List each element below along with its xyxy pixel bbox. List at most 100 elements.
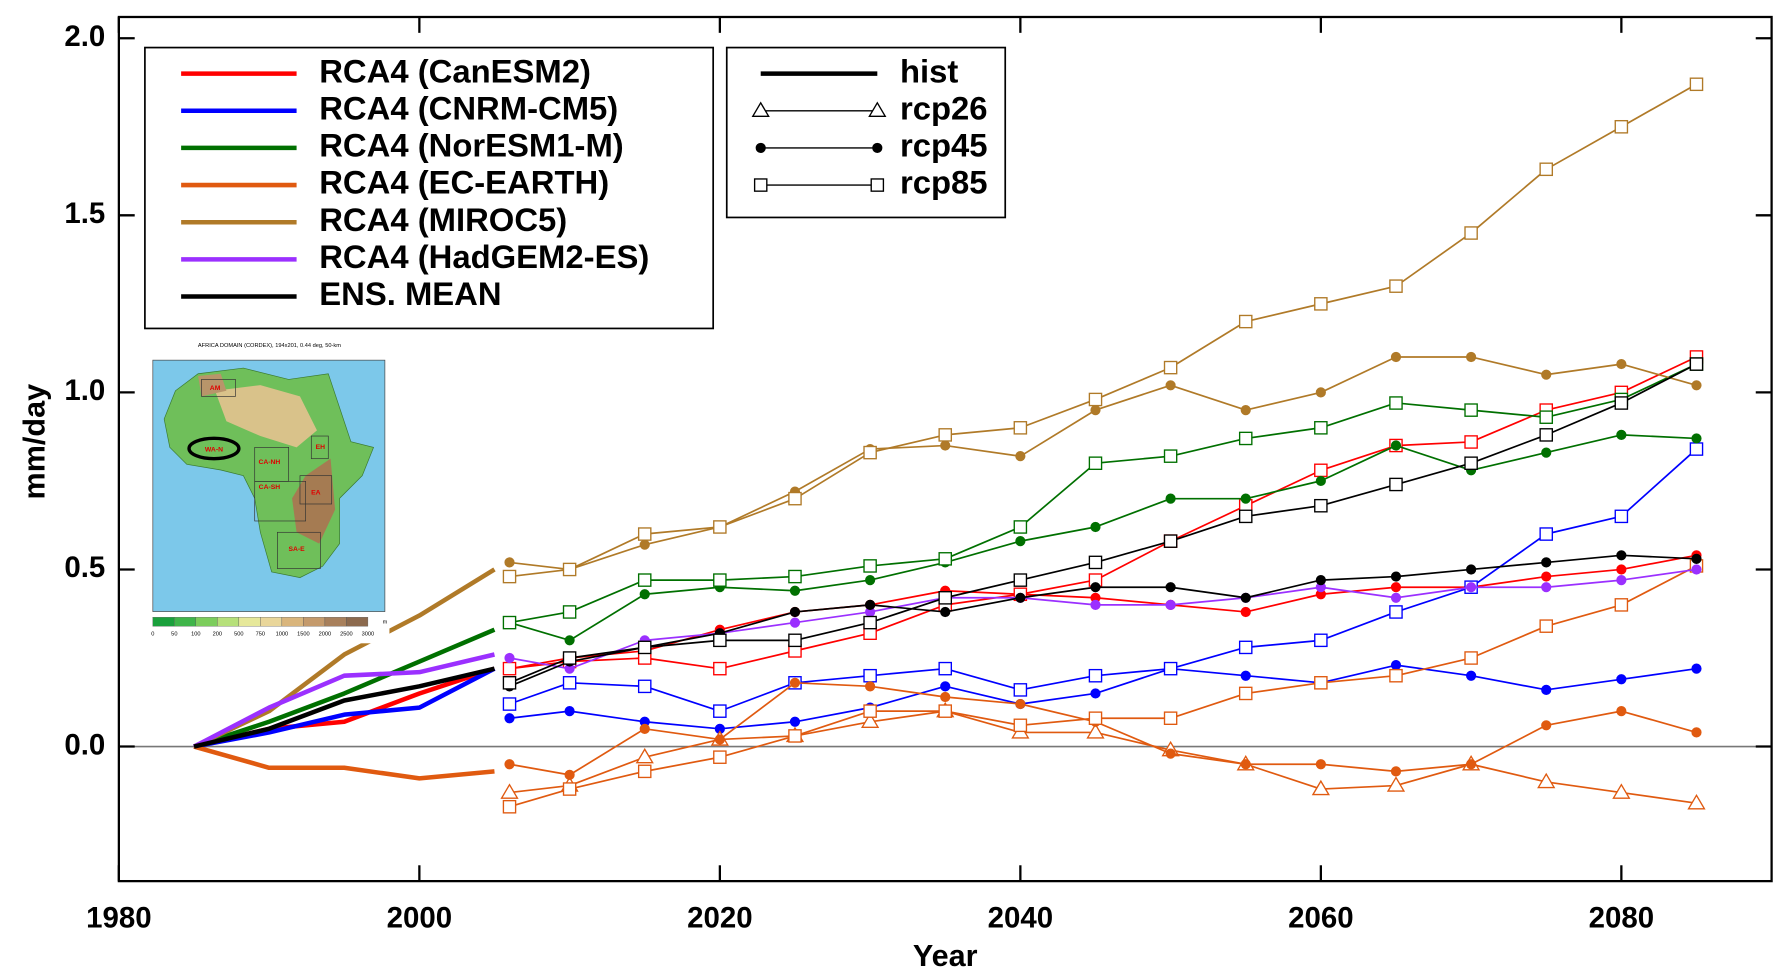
marker [1091,583,1100,592]
legend-label: RCA4 (EC-EARTH) [319,164,609,201]
marker [1692,434,1701,443]
marker [790,618,799,627]
marker [565,636,574,645]
marker [564,606,576,618]
marker [503,616,515,628]
marker [503,570,515,582]
marker [1165,362,1177,374]
marker [503,677,515,689]
marker [1391,572,1400,581]
marker [1465,652,1477,664]
colorbar-label: 750 [256,632,265,638]
marker [1615,510,1627,522]
x-tick-label: 2040 [988,901,1053,934]
colorbar-cell [196,617,218,626]
marker [505,714,514,723]
marker [639,528,651,540]
marker [941,441,950,450]
marker [1615,397,1627,409]
y-tick-label: 1.5 [64,197,105,230]
marker [1014,422,1026,434]
marker [864,560,876,572]
marker [1540,163,1552,175]
colorbar-cell [325,617,347,626]
marker [1542,558,1551,567]
marker [1391,352,1400,361]
marker [714,634,726,646]
marker [1165,663,1177,675]
colorbar-label: 200 [213,632,222,638]
marker [1391,441,1400,450]
marker [1089,670,1101,682]
marker [503,801,515,813]
marker [1241,607,1250,616]
marker [639,765,651,777]
legend-label: rcp45 [900,127,988,164]
marker [565,770,574,779]
marker [1390,670,1402,682]
marker [1390,280,1402,292]
marker [1692,554,1701,563]
marker [941,692,950,701]
marker [1166,749,1175,758]
marker [755,179,767,191]
marker [505,653,514,662]
legend-label: hist [900,52,958,89]
marker [1165,535,1177,547]
marker [1014,684,1026,696]
marker [640,724,649,733]
region-label: WA-N [205,446,223,453]
marker [789,570,801,582]
marker [1540,620,1552,632]
marker [503,698,515,710]
region-label: CA-SH [259,484,281,491]
marker [790,607,799,616]
marker [1241,593,1250,602]
marker [639,680,651,692]
colorbar-label: 1000 [276,632,289,638]
inset-title: AFRICA DOMAIN (CORDEX), 194x201, 0.44 de… [198,343,341,349]
colorbar-cell [217,617,239,626]
marker [789,634,801,646]
region-label: SA-E [288,546,305,553]
marker [1014,574,1026,586]
marker [1542,572,1551,581]
marker [866,576,875,585]
marker [790,586,799,595]
marker [1240,687,1252,699]
marker [871,179,883,191]
marker [1241,671,1250,680]
marker [1467,671,1476,680]
marker [1240,641,1252,653]
marker [1465,457,1477,469]
colorbar-cell [174,617,196,626]
marker [1315,500,1327,512]
marker [715,735,724,744]
legend-label: RCA4 (CNRM-CM5) [319,89,618,126]
marker [1465,436,1477,448]
marker [1016,593,1025,602]
marker [789,493,801,505]
marker [564,677,576,689]
x-tick-label: 2080 [1589,901,1654,934]
marker [640,590,649,599]
marker [1016,452,1025,461]
marker [639,574,651,586]
marker [1316,388,1325,397]
marker [714,705,726,717]
colorbar-label: 2000 [319,632,332,638]
marker [1241,760,1250,769]
marker [1391,593,1400,602]
marker [1391,661,1400,670]
marker [939,705,951,717]
marker [1692,664,1701,673]
marker [505,760,514,769]
colorbar-label: 3000 [362,632,375,638]
marker [866,600,875,609]
marker [1089,393,1101,405]
marker [1617,360,1626,369]
marker [1315,464,1327,476]
marker [1315,634,1327,646]
marker [1240,510,1252,522]
marker [1617,675,1626,684]
